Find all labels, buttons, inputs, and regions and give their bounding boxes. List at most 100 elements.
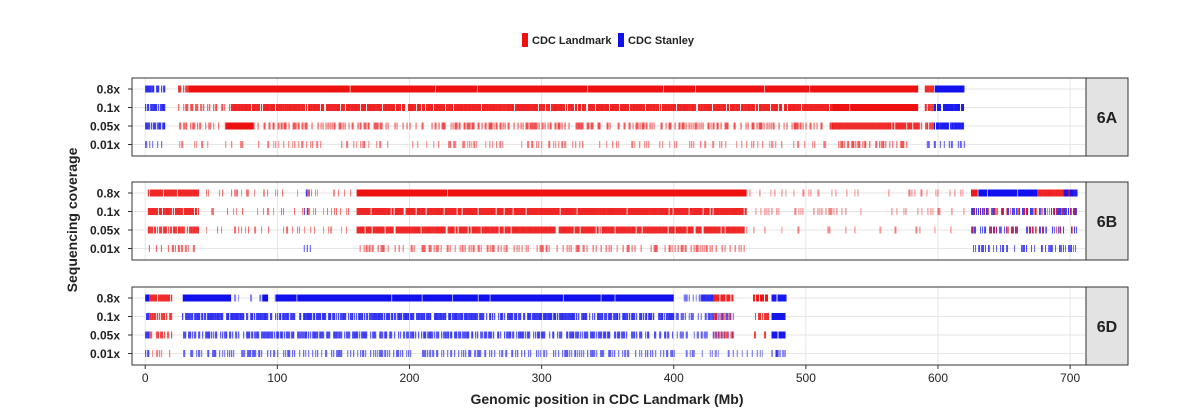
segment-tick xyxy=(335,331,337,339)
segment-tick xyxy=(827,226,829,234)
segment-tick xyxy=(512,104,514,111)
segment-tick xyxy=(157,350,159,357)
segment-tick xyxy=(148,208,150,215)
segment-tick xyxy=(466,331,468,339)
segment-tick xyxy=(489,208,491,215)
segment-gap xyxy=(1017,189,1019,197)
segment-tick xyxy=(708,294,710,302)
segment-tick xyxy=(400,104,402,111)
segment-tick xyxy=(220,313,222,320)
segment-tick xyxy=(151,313,153,320)
segment-tick xyxy=(327,331,329,339)
segment-tick xyxy=(902,141,904,148)
segment-tick xyxy=(988,245,990,252)
segment-tick xyxy=(243,331,245,339)
segment-tick xyxy=(693,245,695,252)
segment-tick xyxy=(343,104,345,111)
segment-tick xyxy=(161,141,163,148)
segment-tick xyxy=(750,104,752,111)
segment-tick xyxy=(417,226,419,234)
segment-tick xyxy=(733,104,735,111)
segment-tick xyxy=(292,226,294,234)
segment-tick xyxy=(841,122,843,130)
segment-tick xyxy=(710,313,712,320)
segment-tick xyxy=(833,122,835,130)
segment-tick xyxy=(879,141,881,148)
segment-tick xyxy=(979,245,981,252)
segment-tick xyxy=(706,331,708,339)
segment-tick xyxy=(550,208,552,215)
segment-tick xyxy=(701,208,703,215)
segment-tick xyxy=(735,104,737,111)
segment-tick xyxy=(548,141,550,148)
segment-tick xyxy=(838,122,840,130)
segment-tick xyxy=(505,104,507,111)
segment-tick xyxy=(599,226,601,234)
segment-tick xyxy=(608,350,610,357)
segment-tick xyxy=(734,208,736,215)
segment-tick xyxy=(397,350,399,357)
segment-tick xyxy=(267,331,269,339)
segment-tick xyxy=(176,208,178,215)
segment-tick xyxy=(732,331,734,339)
segment-tick xyxy=(700,208,702,215)
segment-tick xyxy=(1003,245,1005,252)
segment-tick xyxy=(669,208,671,215)
segment xyxy=(183,331,674,339)
segment-tick xyxy=(443,350,445,357)
segment-tick xyxy=(186,313,188,320)
segment-tick xyxy=(260,294,262,302)
segment-tick xyxy=(158,85,160,93)
segment-tick xyxy=(508,122,510,130)
segment-tick xyxy=(225,331,227,339)
segment-tick xyxy=(559,331,561,339)
segment-tick xyxy=(502,122,504,130)
segment-tick xyxy=(509,331,511,339)
segment-tick xyxy=(690,313,692,320)
segment-tick xyxy=(674,122,676,130)
segment-tick xyxy=(417,104,419,111)
segment-tick xyxy=(280,104,282,111)
segment-tick xyxy=(542,226,544,234)
segment-tick xyxy=(303,208,305,215)
segment-tick xyxy=(488,208,490,215)
segment-tick xyxy=(164,104,166,111)
segment-tick xyxy=(772,294,774,302)
segment-tick xyxy=(824,104,826,111)
segment xyxy=(148,245,195,252)
segment-tick xyxy=(441,104,443,111)
segment-tick xyxy=(725,104,727,111)
segment-tick xyxy=(645,331,647,339)
segment xyxy=(832,104,919,111)
segment-tick xyxy=(157,189,159,197)
segment-tick xyxy=(245,104,247,111)
segment-tick xyxy=(422,104,424,111)
segment-tick xyxy=(826,104,828,111)
segment-tick xyxy=(932,85,934,93)
segment-tick xyxy=(547,104,549,111)
segment-tick xyxy=(153,208,155,215)
segment-gap xyxy=(447,189,448,197)
segment-tick xyxy=(698,226,700,234)
segment-tick xyxy=(670,226,672,234)
segment-tick xyxy=(521,141,523,148)
segment-tick xyxy=(531,104,533,111)
segment-tick xyxy=(601,331,603,339)
segment-tick xyxy=(688,122,690,130)
segment-tick xyxy=(519,331,521,339)
segment-tick xyxy=(156,226,158,234)
segment-tick xyxy=(565,350,567,357)
segment-tick xyxy=(462,141,464,148)
segment-tick xyxy=(361,331,363,339)
segment-tick xyxy=(681,226,683,234)
segment-tick xyxy=(571,350,573,357)
segment-tick xyxy=(437,208,439,215)
segment-tick xyxy=(648,208,650,215)
segment-tick xyxy=(423,104,425,111)
segment-tick xyxy=(152,141,154,148)
segment-tick xyxy=(361,104,363,111)
segment-tick xyxy=(559,104,561,111)
segment-tick xyxy=(781,313,783,320)
segment-tick xyxy=(651,313,653,320)
segment-tick xyxy=(655,226,657,234)
